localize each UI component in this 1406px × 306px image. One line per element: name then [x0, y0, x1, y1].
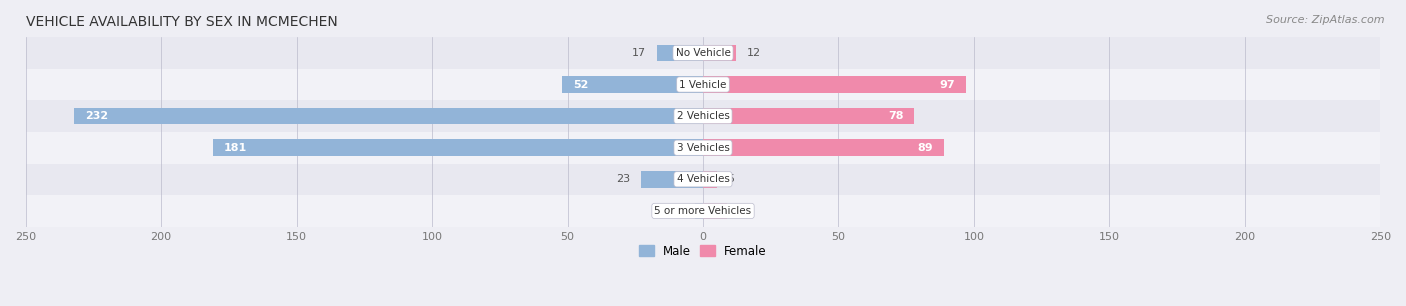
Bar: [703, 45, 735, 61]
Text: Source: ZipAtlas.com: Source: ZipAtlas.com: [1267, 15, 1385, 25]
Text: 4 Vehicles: 4 Vehicles: [676, 174, 730, 184]
Text: 5 or more Vehicles: 5 or more Vehicles: [654, 206, 752, 216]
Text: 89: 89: [918, 143, 934, 153]
Text: 17: 17: [631, 48, 647, 58]
Text: 181: 181: [224, 143, 246, 153]
Bar: [657, 45, 703, 61]
Bar: [641, 171, 703, 188]
Bar: [75, 108, 703, 124]
Bar: [25, 37, 1381, 69]
Text: 97: 97: [939, 80, 955, 90]
Bar: [703, 171, 717, 188]
Text: 52: 52: [572, 80, 588, 90]
Text: 3: 3: [678, 206, 685, 216]
Bar: [703, 76, 966, 93]
Text: 9: 9: [738, 206, 745, 216]
Bar: [25, 163, 1381, 195]
Text: 78: 78: [889, 111, 904, 121]
Bar: [25, 132, 1381, 163]
Bar: [212, 140, 703, 156]
Text: 3 Vehicles: 3 Vehicles: [676, 143, 730, 153]
Bar: [25, 100, 1381, 132]
Text: No Vehicle: No Vehicle: [675, 48, 731, 58]
Text: 232: 232: [86, 111, 108, 121]
Text: 23: 23: [616, 174, 630, 184]
Legend: Male, Female: Male, Female: [634, 240, 772, 263]
Bar: [703, 203, 727, 219]
Text: 5: 5: [727, 174, 734, 184]
Bar: [703, 140, 945, 156]
Text: 1 Vehicle: 1 Vehicle: [679, 80, 727, 90]
Text: 2 Vehicles: 2 Vehicles: [676, 111, 730, 121]
Bar: [25, 69, 1381, 100]
Text: VEHICLE AVAILABILITY BY SEX IN MCMECHEN: VEHICLE AVAILABILITY BY SEX IN MCMECHEN: [25, 15, 337, 29]
Bar: [703, 108, 914, 124]
Bar: [562, 76, 703, 93]
Text: 12: 12: [747, 48, 761, 58]
Bar: [695, 203, 703, 219]
Bar: [25, 195, 1381, 227]
